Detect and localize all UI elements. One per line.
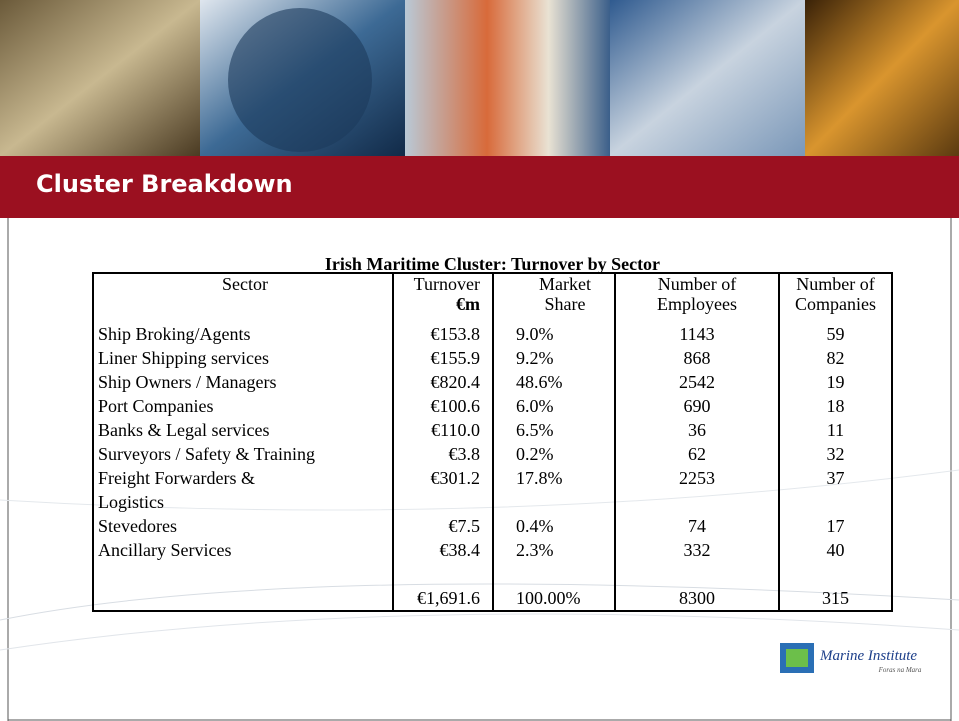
value-cell: 18 bbox=[778, 394, 892, 418]
value-cell: 11 bbox=[778, 418, 892, 442]
total-cell: 100.00% bbox=[492, 586, 615, 611]
value-cell: 59 bbox=[778, 322, 892, 346]
sector-text: Logistics bbox=[98, 492, 164, 512]
sector-text: Ancillary Services bbox=[98, 540, 232, 560]
header-cell: Number of Companies bbox=[778, 273, 892, 322]
sector-text: Banks & Legal services bbox=[98, 420, 270, 440]
value-cell: €301.2 bbox=[392, 466, 493, 514]
header-text: Share bbox=[544, 294, 586, 314]
header-text: €m bbox=[456, 294, 480, 314]
table-row: Freight Forwarders & Logistics €301.2 17.8%… bbox=[93, 466, 892, 514]
value-cell: 82 bbox=[778, 346, 892, 370]
total-label-cell bbox=[93, 586, 393, 611]
header-text: Employees bbox=[657, 294, 737, 314]
value-cell: 37 bbox=[778, 466, 892, 514]
value-cell: 74 bbox=[614, 514, 779, 538]
value-cell: 48.6% bbox=[492, 370, 615, 394]
total-row: €1,691.6 100.00% 8300 315 bbox=[93, 586, 892, 611]
value-cell: €3.8 bbox=[392, 442, 493, 466]
blank-cell bbox=[492, 562, 615, 586]
total-cell: 315 bbox=[778, 586, 892, 611]
header-row: Sector Turnover €m Market Share Number of Empl… bbox=[93, 273, 892, 322]
slide-heading: Cluster Breakdown bbox=[36, 170, 293, 198]
logo-subtitle: Foras na Mara bbox=[878, 666, 922, 674]
sector-cell: Ship Owners / Managers bbox=[93, 370, 393, 394]
value-cell: 19 bbox=[778, 370, 892, 394]
sector-cell: Surveyors / Safety & Training bbox=[93, 442, 393, 466]
table-row: Surveyors / Safety & Training €3.8 0.2% 62 3… bbox=[93, 442, 892, 466]
table-row: Stevedores €7.5 0.4% 74 17 bbox=[93, 514, 892, 538]
header-text: Turnover bbox=[413, 274, 480, 294]
header-text: Sector bbox=[222, 274, 268, 294]
total-cell: €1,691.6 bbox=[392, 586, 493, 611]
header-cell: Sector bbox=[93, 273, 393, 322]
sector-cell: Ancillary Services bbox=[93, 538, 393, 562]
header-cell: Market Share bbox=[492, 273, 615, 322]
table: Sector Turnover €m Market Share Number of Empl… bbox=[92, 272, 893, 612]
value-cell: €153.8 bbox=[392, 322, 493, 346]
sector-text: Stevedores bbox=[98, 516, 177, 536]
value-cell: €155.9 bbox=[392, 346, 493, 370]
blank-row bbox=[93, 562, 892, 586]
header-text: Market bbox=[539, 274, 591, 294]
value-cell: 62 bbox=[614, 442, 779, 466]
logo-name: Marine Institute bbox=[819, 648, 917, 664]
table-row: Ship Broking/Agents €153.8 9.0% 1143 59 bbox=[93, 322, 892, 346]
value-cell: €7.5 bbox=[392, 514, 493, 538]
value-cell: 6.5% bbox=[492, 418, 615, 442]
sector-cell: Ship Broking/Agents bbox=[93, 322, 393, 346]
value-cell: €100.6 bbox=[392, 394, 493, 418]
value-cell: 2542 bbox=[614, 370, 779, 394]
sector-text: Surveyors / Safety & Training bbox=[98, 444, 316, 464]
value-cell: €820.4 bbox=[392, 370, 493, 394]
value-cell: 2253 bbox=[614, 466, 779, 514]
value-cell: 1143 bbox=[614, 322, 779, 346]
value-cell: 2.3% bbox=[492, 538, 615, 562]
value-cell: 9.0% bbox=[492, 322, 615, 346]
header-text: Number of bbox=[796, 274, 875, 294]
header-text: Companies bbox=[795, 294, 876, 314]
table-title: Irish Maritime Cluster: Turnover by Sect… bbox=[324, 254, 661, 274]
header-cell: Number of Employees bbox=[614, 273, 779, 322]
sector-text: Ship Broking/Agents bbox=[98, 324, 251, 344]
header-cell: Turnover €m bbox=[392, 273, 493, 322]
sector-cell: Banks & Legal services bbox=[93, 418, 393, 442]
sector-text: Liner Shipping services bbox=[98, 348, 269, 368]
table-row: Ship Owners / Managers €820.4 48.6% 2542 19 bbox=[93, 370, 892, 394]
sector-text: Ship Owners / Managers bbox=[98, 372, 277, 392]
value-cell: 9.2% bbox=[492, 346, 615, 370]
table-row: Banks & Legal services €110.0 6.5% 36 11 bbox=[93, 418, 892, 442]
value-cell: 332 bbox=[614, 538, 779, 562]
sector-text: Port Companies bbox=[98, 396, 214, 416]
total-cell: 8300 bbox=[614, 586, 779, 611]
sector-cell: Port Companies bbox=[93, 394, 393, 418]
sector-cell: Liner Shipping services bbox=[93, 346, 393, 370]
value-cell: 0.4% bbox=[492, 514, 615, 538]
value-cell: 17 bbox=[778, 514, 892, 538]
blank-cell bbox=[614, 562, 779, 586]
blank-cell bbox=[93, 562, 393, 586]
value-cell: 6.0% bbox=[492, 394, 615, 418]
value-cell: 36 bbox=[614, 418, 779, 442]
table-row: Liner Shipping services €155.9 9.2% 868 82 bbox=[93, 346, 892, 370]
header-text: Number of bbox=[657, 274, 737, 294]
value-cell: €110.0 bbox=[392, 418, 493, 442]
sector-cell: Freight Forwarders & Logistics bbox=[93, 466, 393, 514]
sector-text: Freight Forwarders & bbox=[98, 468, 255, 488]
value-cell: 690 bbox=[614, 394, 779, 418]
value-cell: 32 bbox=[778, 442, 892, 466]
value-cell: €38.4 bbox=[392, 538, 493, 562]
value-cell: 0.2% bbox=[492, 442, 615, 466]
value-cell: 17.8% bbox=[492, 466, 615, 514]
table-row: Ancillary Services €38.4 2.3% 332 40 bbox=[93, 538, 892, 562]
blank-cell bbox=[392, 562, 493, 586]
sector-cell: Stevedores bbox=[93, 514, 393, 538]
table-row: Port Companies €100.6 6.0% 690 18 bbox=[93, 394, 892, 418]
value-cell: 868 bbox=[614, 346, 779, 370]
value-cell: 40 bbox=[778, 538, 892, 562]
blank-cell bbox=[778, 562, 892, 586]
